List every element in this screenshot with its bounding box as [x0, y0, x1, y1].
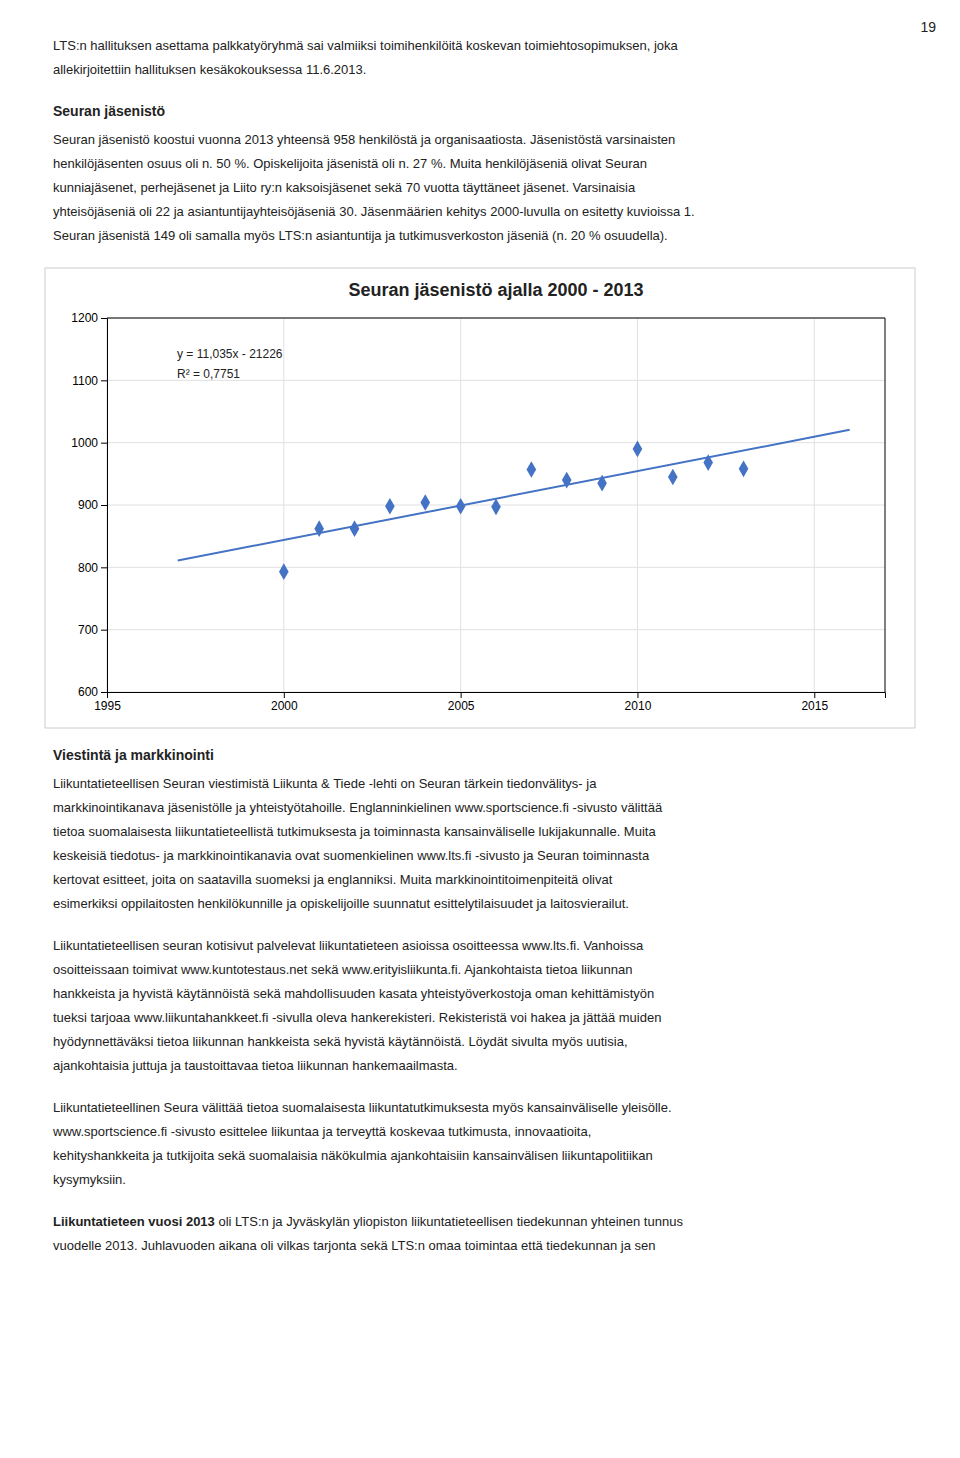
y-tick: 800 — [78, 561, 107, 575]
grid — [107, 318, 885, 692]
paragraph-line: allekirjoitettiin hallituksen kesäkokouk… — [53, 62, 366, 77]
paragraph-line: kehityshankkeita ja tutkijoita sekä suom… — [53, 1148, 653, 1163]
grid-line-y — [107, 318, 885, 319]
marks — [178, 430, 850, 580]
paragraph-line: tietoa suomalaisesta liikuntatieteellist… — [53, 824, 656, 839]
y-tick-label: 1000 — [71, 436, 98, 450]
y-axis: 600 700 800 900 1000 1100 1200 — [71, 311, 107, 699]
y-tick-label: 700 — [78, 623, 98, 637]
paragraph-text: oli LTS:n ja Jyväskylän yliopiston liiku… — [215, 1214, 684, 1229]
x-tick-mark — [637, 692, 638, 698]
grid-line-y — [107, 629, 885, 630]
paragraph-line: Seuran jäsenistä 149 oli samalla myös LT… — [53, 228, 668, 243]
plot-frame — [885, 318, 886, 692]
paragraph-line: kertovat esitteet, joita on saatavilla s… — [53, 872, 613, 887]
heading: Seuran jäsenistö — [53, 103, 165, 119]
grid-line-y — [107, 567, 885, 568]
chart-frame — [45, 268, 915, 728]
y-tick: 1000 — [71, 436, 107, 450]
paragraph-line: vuodelle 2013. Juhlavuoden aikana oli vi… — [53, 1238, 655, 1253]
paragraph-line: hyödynnettäväksi tietoa liikunnan hankke… — [53, 1034, 628, 1049]
scatter-point — [350, 520, 360, 537]
y-tick-label: 1200 — [71, 311, 98, 325]
paragraph-line: tueksi tarjoaa www.liikuntahankkeet.fi -… — [53, 1010, 661, 1025]
annotation: R² = 0,7751 — [177, 367, 240, 381]
paragraph-line: Liikuntatieteellinen Seura välittää tiet… — [53, 1100, 672, 1115]
y-tick-mark — [101, 630, 107, 631]
annotation: y = 11,035x - 21226 — [177, 347, 283, 361]
scatter-point — [668, 469, 678, 486]
x-tick: 1995 — [94, 692, 121, 713]
trend-line — [178, 430, 850, 561]
y-tick-mark — [101, 692, 107, 693]
paragraph-line: Liikuntatieteen vuosi 2013 oli LTS:n ja … — [53, 1214, 683, 1229]
plot-frame — [107, 318, 885, 319]
y-tick-mark — [101, 380, 107, 381]
x-tick-label: 2005 — [448, 699, 475, 713]
paragraph-line: Seuran jäsenistö koostui vuonna 2013 yht… — [53, 132, 675, 147]
y-tick-mark — [101, 443, 107, 444]
x-tick: 2015 — [801, 692, 828, 713]
x-axis: 1995 2000 2005 2010 2015 — [94, 692, 885, 713]
paragraph-line: henkilöjäsenten osuus oli n. 50 %. Opisk… — [53, 156, 647, 171]
y-tick-label: 900 — [78, 498, 98, 512]
y-tick: 1100 — [72, 374, 107, 388]
scatter-point — [385, 498, 395, 515]
scatter-point — [279, 563, 289, 580]
x-tick-mark — [461, 692, 462, 698]
page-number: 19 — [920, 19, 936, 35]
scatter-point — [491, 499, 501, 516]
grid-line-y — [107, 442, 885, 443]
y-tick: 700 — [78, 623, 107, 637]
x-tick: 2000 — [271, 692, 298, 713]
paragraph-line: markkinointikanava jäsenistölle ja yhtei… — [53, 800, 663, 815]
y-axis-line — [101, 319, 108, 693]
y-tick-label: 600 — [78, 685, 98, 699]
x-tick-label: 1995 — [94, 699, 121, 713]
y-tick-label: 1100 — [72, 374, 98, 388]
x-axis-line — [108, 693, 886, 699]
x-tick-label: 2015 — [801, 699, 828, 713]
paragraph-line: Liikuntatieteellisen Seuran viestimistä … — [53, 776, 597, 791]
bold-intro: Liikuntatieteen vuosi 2013 — [53, 1214, 215, 1229]
x-tick: 2010 — [625, 692, 652, 713]
paragraph-line: hankkeista ja hyvistä käytännöistä sekä … — [53, 986, 654, 1001]
y-tick: 600 — [78, 685, 107, 699]
x-tick-label: 2000 — [271, 699, 298, 713]
y-tick: 1200 — [71, 311, 107, 325]
paragraph-line: esimerkiksi oppilaitosten henkilökunnill… — [53, 896, 629, 911]
y-tick-label: 800 — [78, 561, 98, 575]
y-tick-mark — [101, 505, 107, 506]
paragraph-line: kysymyksiin. — [53, 1172, 126, 1187]
y-tick-mark — [101, 318, 107, 319]
paragraph-line: ajankohtaisia juttuja ja taustoittavaa t… — [53, 1058, 458, 1073]
x-tick-mark — [814, 692, 815, 698]
x-tick: 2005 — [448, 692, 475, 713]
x-tick-label: 2010 — [625, 699, 652, 713]
heading: Viestintä ja markkinointi — [53, 747, 214, 763]
page: 19 LTS:n hallituksen asettama palkkatyöry… — [0, 0, 960, 1458]
paragraph-line: keskeisiä tiedotus- ja markkinointikanav… — [53, 848, 650, 863]
chart-title: Seuran jäsenistö ajalla 2000 - 2013 — [348, 280, 643, 300]
scatter-point — [633, 441, 643, 458]
paragraph-line: yhteisöjäseniä oli 22 ja asiantuntijayht… — [53, 204, 695, 219]
paragraph-line: www.sportscience.fi -sivusto esittelee l… — [52, 1124, 591, 1139]
paragraph-line: osoitteissaan toimivat www.kuntotestaus.… — [53, 962, 633, 977]
scatter-point — [739, 461, 749, 478]
paragraph-line: LTS:n hallituksen asettama palkkatyöryhm… — [53, 38, 679, 53]
y-tick-mark — [101, 567, 107, 568]
scatter-point — [527, 461, 537, 478]
x-tick-mark — [284, 692, 285, 698]
y-tick: 900 — [78, 498, 107, 512]
scatter-point — [420, 494, 430, 511]
paragraph-line: kunniajäsenet, perhejäsenet ja Liito ry:… — [53, 180, 636, 195]
paragraph-line: Liikuntatieteellisen seuran kotisivut pa… — [53, 938, 644, 953]
